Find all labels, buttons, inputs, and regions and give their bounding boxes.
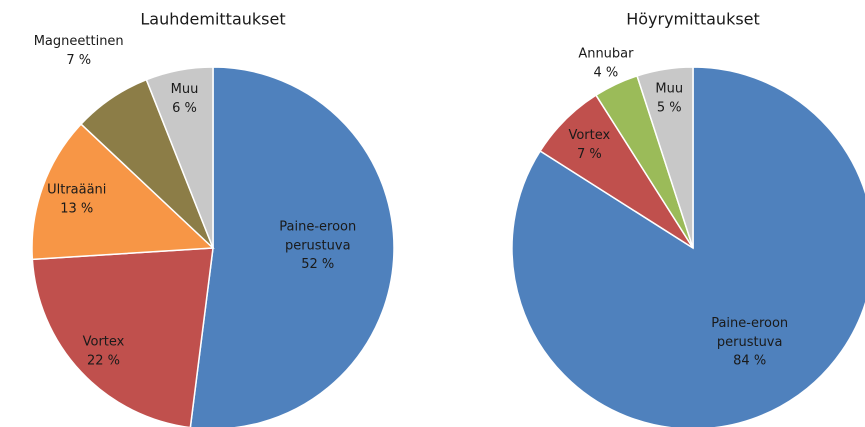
slice-value-label: 84 % (733, 354, 766, 369)
pie-slice (511, 66, 865, 427)
slice-value-label: 4 % (594, 65, 619, 80)
slice-value-label: 6 % (172, 101, 197, 116)
pie-slice (636, 66, 694, 249)
slice-label: Vortex (83, 334, 125, 349)
pie-slice (189, 66, 395, 427)
slice-value-label: 52 % (301, 257, 334, 272)
slice-label: Muu (655, 81, 683, 96)
slice-label: Paine-eroon perustuva (279, 219, 356, 253)
slice-label: Muu (171, 82, 199, 97)
slice-label: Annubar (578, 46, 634, 61)
pie-slice (31, 247, 214, 427)
slice-value-label: 7 % (577, 147, 602, 162)
slice-label: Ultraääni (47, 182, 106, 197)
slice-label: Vortex (568, 128, 610, 143)
chart-title: Lauhdemittaukset (140, 10, 285, 29)
slice-value-label: 22 % (87, 353, 120, 368)
pie-slice (31, 123, 215, 261)
slice-value-label: 7 % (66, 53, 91, 68)
slice-value-label: 13 % (60, 201, 93, 216)
pie-slice (145, 66, 214, 249)
chart-title: Höyrymittaukset (626, 10, 760, 29)
slice-value-label: 5 % (657, 100, 682, 115)
slice-label: Paine-eroon perustuva (711, 316, 788, 350)
slice-label: Magneettinen (34, 34, 124, 49)
